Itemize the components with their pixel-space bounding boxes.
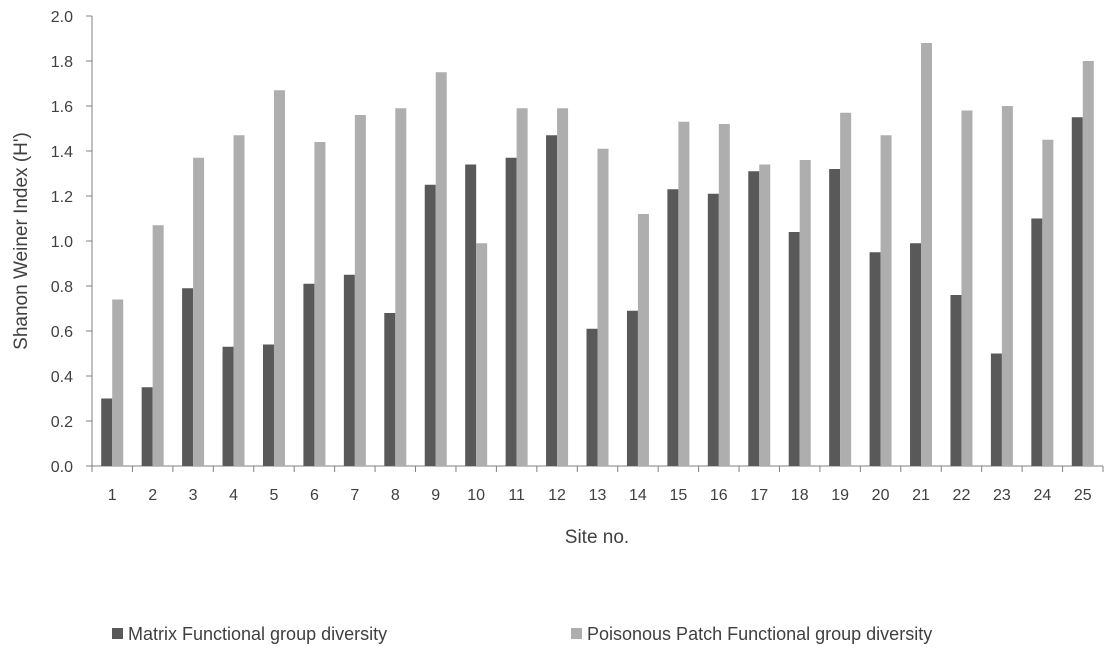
x-tick-label: 10 (467, 487, 485, 504)
bar-matrix-site-22 (950, 295, 962, 466)
x-tick-label: 2 (148, 487, 157, 504)
x-tick-label: 23 (993, 487, 1011, 504)
y-tick-label: 0.2 (51, 414, 73, 431)
bar-poisonous-patch-site-9 (435, 72, 447, 466)
y-tick-label: 0.4 (51, 369, 73, 386)
bar-matrix-site-21 (910, 243, 922, 466)
bar-poisonous-patch-site-24 (1042, 139, 1054, 466)
bar-poisonous-patch-site-23 (1001, 106, 1013, 466)
bar-poisonous-patch-site-17 (759, 164, 771, 466)
x-tick-label: 18 (791, 487, 809, 504)
bar-matrix-site-3 (182, 288, 194, 466)
y-tick-label: 0.6 (51, 324, 73, 341)
bar-matrix-site-1 (101, 398, 113, 466)
bar-poisonous-patch-site-16 (718, 124, 730, 466)
x-tick-label: 9 (431, 487, 440, 504)
x-tick-label: 14 (629, 487, 647, 504)
bar-poisonous-patch-site-21 (921, 43, 933, 466)
bar-matrix-site-10 (465, 164, 477, 466)
bar-poisonous-patch-site-15 (678, 121, 690, 466)
x-tick-label: 4 (229, 487, 238, 504)
x-tick-label: 19 (831, 487, 849, 504)
bar-poisonous-patch-site-25 (1082, 61, 1094, 466)
bar-matrix-site-15 (667, 189, 679, 466)
bar-matrix-site-24 (1031, 218, 1043, 466)
x-tick-label: 5 (270, 487, 279, 504)
bar-matrix-site-2 (141, 387, 153, 466)
bar-matrix-site-4 (222, 346, 234, 466)
bar-poisonous-patch-site-14 (637, 214, 649, 466)
y-axis-ticks: 0.0 0.2 0.4 0.6 0.8 1.0 1.2 1.4 1.6 1.8 2.0 (51, 9, 92, 476)
x-tick-label: 11 (508, 487, 525, 504)
legend-swatch-poisonous-patch (571, 628, 582, 639)
bar-matrix-site-13 (586, 328, 598, 466)
x-tick-label: 1 (108, 487, 117, 504)
bar-poisonous-patch-site-12 (557, 108, 569, 466)
bar-poisonous-patch-site-20 (880, 135, 892, 466)
x-tick-label: 12 (548, 487, 566, 504)
x-tick-label: 3 (189, 487, 198, 504)
bar-poisonous-patch-site-5 (273, 90, 285, 466)
legend-item-poisonous-patch: Poisonous Patch Functional group diversi… (571, 624, 932, 644)
x-tick-label: 21 (912, 487, 930, 504)
bar-matrix-site-14 (626, 310, 638, 466)
bar-matrix-site-8 (384, 313, 396, 466)
bar-poisonous-patch-site-19 (840, 112, 852, 466)
y-tick-label: 0.8 (51, 279, 73, 296)
bar-matrix-site-9 (424, 184, 436, 466)
bar-matrix-site-19 (829, 169, 841, 466)
y-tick-label: 1.8 (51, 54, 73, 71)
bar-matrix-site-12 (546, 135, 558, 466)
bar-matrix-site-16 (707, 193, 719, 466)
bar-poisonous-patch-site-22 (961, 110, 973, 466)
x-tick-label: 20 (872, 487, 890, 504)
bar-matrix-site-5 (262, 344, 274, 466)
bar-poisonous-patch-site-10 (476, 243, 488, 466)
y-tick-label: 1.2 (51, 189, 73, 206)
y-axis-title: Shanon Weiner Index (H') (11, 132, 32, 350)
legend-item-matrix: Matrix Functional group diversity (112, 624, 387, 644)
x-tick-label: 13 (589, 487, 607, 504)
bar-poisonous-patch-site-13 (597, 148, 609, 466)
x-axis-title: Site no. (565, 527, 629, 548)
x-tick-label: 16 (710, 487, 728, 504)
bar-poisonous-patch-site-8 (395, 108, 407, 466)
bar-matrix-site-18 (788, 232, 800, 466)
bar-poisonous-patch-site-3 (193, 157, 205, 466)
bar-matrix-site-25 (1071, 117, 1083, 466)
y-tick-label: 1.6 (51, 99, 73, 116)
bar-poisonous-patch-site-18 (799, 160, 811, 466)
y-tick-label: 2.0 (51, 9, 73, 26)
x-tick-label: 7 (350, 487, 359, 504)
bar-poisonous-patch-site-4 (233, 135, 245, 466)
x-tick-label: 15 (669, 487, 687, 504)
bar-matrix-site-23 (990, 353, 1002, 466)
x-tick-label: 22 (953, 487, 971, 504)
bar-poisonous-patch-site-11 (516, 108, 528, 466)
bar-matrix-site-6 (303, 283, 315, 466)
legend: Matrix Functional group diversity Poison… (112, 624, 932, 644)
legend-label-matrix: Matrix Functional group diversity (128, 624, 387, 644)
bar-poisonous-patch-site-2 (152, 225, 164, 466)
bars (101, 43, 1094, 466)
x-tick-label: 25 (1074, 487, 1092, 504)
x-tick-label: 6 (310, 487, 319, 504)
x-axis-ticks: 1 2 3 4 5 6 7 8 9 10 11 12 13 14 15 16 17 18 19 20 21 22 23 24 2… (91, 466, 1104, 504)
bar-matrix-site-17 (748, 171, 760, 466)
x-tick-label: 8 (391, 487, 400, 504)
bar-matrix-site-7 (343, 274, 355, 466)
bar-matrix-site-11 (505, 157, 517, 466)
legend-swatch-matrix (112, 628, 123, 639)
y-tick-label: 1.4 (51, 144, 73, 161)
legend-label-poisonous-patch: Poisonous Patch Functional group diversi… (587, 624, 932, 644)
bar-matrix-site-20 (869, 252, 881, 466)
bar-poisonous-patch-site-6 (314, 142, 326, 466)
x-tick-label: 24 (1033, 487, 1051, 504)
bar-poisonous-patch-site-7 (354, 115, 366, 466)
bar-poisonous-patch-site-1 (112, 299, 124, 466)
y-tick-label: 1.0 (51, 234, 73, 251)
x-tick-label: 17 (750, 487, 768, 504)
y-tick-label: 0.0 (51, 459, 73, 476)
